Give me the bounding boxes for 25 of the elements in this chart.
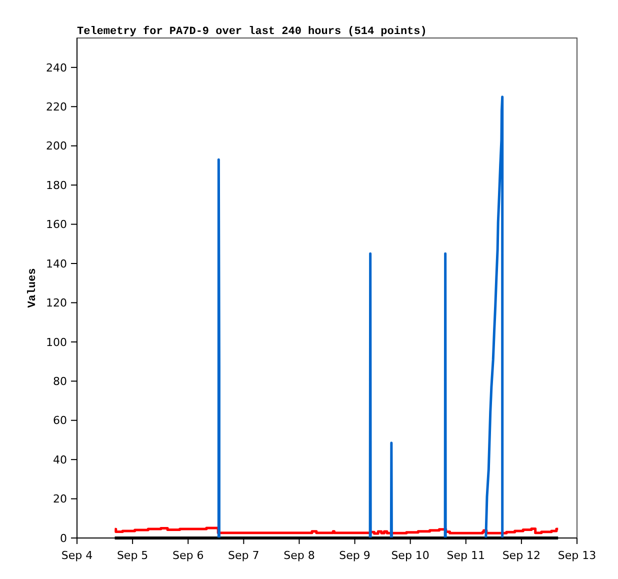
- x-tick-label: Sep 13: [558, 549, 596, 562]
- x-tick-label: Sep 6: [172, 549, 204, 562]
- y-axis-title: Values: [27, 268, 39, 308]
- y-tick-label: 160: [46, 218, 67, 232]
- x-tick-label: Sep 5: [116, 549, 148, 562]
- chart-title: Telemetry for PA7D-9 over last 240 hours (514 points): [77, 25, 427, 38]
- x-tick-label: Sep 7: [228, 549, 260, 562]
- x-tick-label: Sep 8: [284, 549, 315, 562]
- x-tick-label: Sep 11: [446, 549, 486, 562]
- y-tick-label: 180: [46, 178, 67, 192]
- y-tick-label: 20: [53, 492, 67, 506]
- x-tick-label: Sep 9: [339, 549, 370, 562]
- y-tick-label: 100: [46, 336, 67, 349]
- x-tick-label: Sep 4: [61, 549, 93, 562]
- y-tick-label: 220: [46, 100, 67, 114]
- y-tick-label: 200: [46, 140, 67, 153]
- y-tick-label: 80: [53, 374, 67, 388]
- x-tick-label: Sep 10: [391, 549, 430, 562]
- y-tick-label: 240: [46, 61, 67, 74]
- y-tick-label: 0: [60, 532, 67, 545]
- x-tick-label: Sep 12: [502, 549, 541, 562]
- y-tick-label: 60: [53, 414, 67, 428]
- y-tick-label: 140: [46, 257, 67, 270]
- y-tick-label: 120: [46, 296, 67, 310]
- y-tick-label: 40: [53, 453, 67, 466]
